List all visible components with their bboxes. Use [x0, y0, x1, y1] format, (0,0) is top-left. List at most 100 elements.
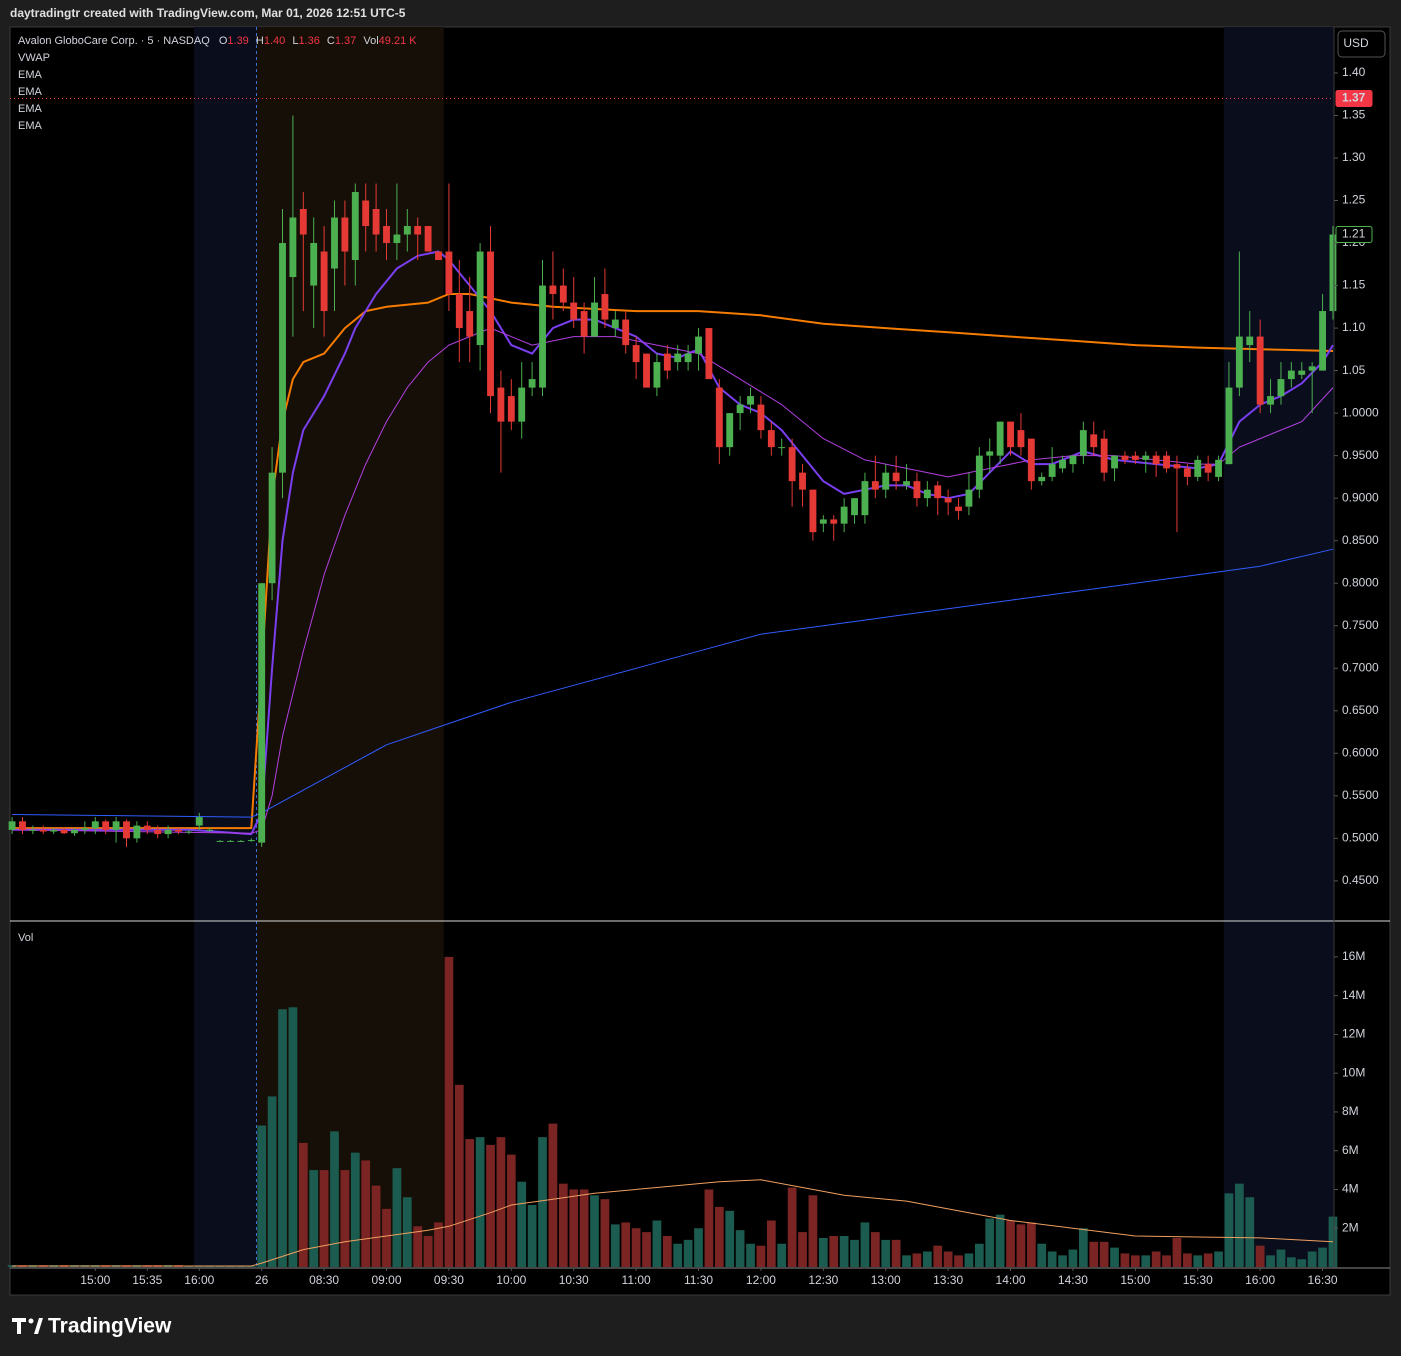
candle-body — [747, 396, 754, 405]
ohlc-label: C — [327, 35, 335, 47]
candle-body — [1090, 434, 1098, 448]
volume-bar — [704, 1189, 714, 1267]
candle-body — [1204, 464, 1212, 473]
candle-body — [175, 829, 182, 832]
volume-bar — [662, 1235, 672, 1267]
volume-bar — [402, 1197, 412, 1267]
candle-body — [71, 829, 78, 834]
candle-body — [1038, 476, 1046, 482]
volume-bar — [236, 1266, 246, 1267]
volume-bar — [1078, 1228, 1088, 1267]
volume-bar — [205, 1266, 215, 1267]
volume-tick-label: 8M — [1342, 1104, 1359, 1118]
y-tick-label: 0.6500 — [1342, 703, 1379, 717]
candle-body — [29, 829, 37, 831]
volume-bar — [1037, 1243, 1047, 1267]
candle-body — [715, 387, 723, 448]
candle-body — [258, 583, 266, 843]
y-tick-label: 0.8000 — [1342, 575, 1379, 589]
candle-body — [1121, 455, 1129, 460]
x-tick-label: 16:00 — [1245, 1273, 1275, 1287]
volume-bar — [673, 1243, 683, 1267]
volume-pane-label: Vol — [18, 932, 33, 944]
candle-body — [549, 285, 557, 295]
logo-mark — [12, 1318, 26, 1334]
y-tick-label: 0.6000 — [1342, 745, 1379, 759]
candle-body — [227, 840, 234, 842]
volume-bar — [850, 1239, 859, 1267]
volume-bar — [215, 1266, 225, 1267]
ohlc-label: H — [256, 35, 264, 47]
volume-bar — [902, 1255, 911, 1267]
candle-body — [81, 828, 89, 830]
volume-bar — [1058, 1255, 1067, 1267]
volume-bar — [766, 1220, 776, 1267]
candle-body — [903, 481, 910, 486]
candle-body — [601, 294, 609, 320]
volume-bar — [1286, 1257, 1296, 1267]
candle-body — [372, 209, 380, 235]
candle-body — [1235, 336, 1243, 388]
session-shade — [1223, 27, 1334, 1267]
volume-bar — [330, 1131, 339, 1267]
x-tick-label: 10:30 — [559, 1273, 589, 1287]
candle-body — [1183, 468, 1191, 477]
axes: VWAPEMAEMAEMAEMA1.401.351.301.251.201.15… — [18, 52, 1379, 1287]
x-tick-label: 15:35 — [132, 1273, 162, 1287]
x-tick-label: 16:30 — [1308, 1273, 1338, 1287]
legend-entry: EMA — [18, 103, 43, 115]
candle-body — [1027, 438, 1035, 482]
candle-body — [206, 829, 214, 831]
candle-body — [331, 217, 338, 269]
brand-logo: TradingView — [12, 1315, 172, 1338]
volume-bar — [1276, 1249, 1286, 1267]
candle-body — [1007, 421, 1014, 448]
candle-body — [497, 387, 505, 422]
volume-bar — [985, 1218, 995, 1267]
volume-bar — [434, 1222, 443, 1267]
candle-body — [1142, 455, 1150, 460]
volume-bar — [517, 1181, 527, 1267]
volume-bar — [1297, 1259, 1307, 1267]
symbol: Avalon GloboCare Corp. · 5 · NASDAQ — [18, 35, 210, 47]
candle-body — [934, 485, 942, 499]
candle-body — [1246, 336, 1254, 346]
candle-body — [19, 821, 26, 830]
y-tick-label: 0.9500 — [1342, 448, 1379, 462]
candle-body — [279, 243, 286, 473]
indicator-line — [12, 548, 1334, 818]
volume-bar — [798, 1232, 807, 1267]
candle-body — [705, 328, 713, 380]
candle-body — [871, 481, 879, 490]
volume-bar — [1266, 1255, 1275, 1267]
logo-mark — [28, 1318, 34, 1324]
volume-bar — [610, 1224, 620, 1267]
candle-body — [1329, 234, 1337, 312]
currency[interactable]: USD — [1343, 36, 1369, 50]
volume-tick-label: 4M — [1342, 1182, 1359, 1196]
volume-bar — [1068, 1249, 1078, 1267]
y-tick-label: 1.35 — [1342, 108, 1366, 122]
price-label: 1.21 — [1342, 227, 1366, 241]
candle-body — [923, 489, 931, 499]
header: daytradingtr created with TradingView.co… — [10, 6, 406, 20]
volume-bar — [444, 956, 454, 1267]
volume-bar — [652, 1220, 662, 1267]
candle-body — [435, 251, 442, 261]
volume-bar — [714, 1206, 724, 1267]
volume-tick-label: 2M — [1342, 1220, 1359, 1234]
candle-body — [913, 481, 921, 499]
volume-bar — [246, 1266, 256, 1267]
volume-bar — [870, 1232, 880, 1267]
x-tick-label: 09:30 — [434, 1273, 464, 1287]
currency-button[interactable] — [1337, 30, 1386, 58]
candle-body — [383, 226, 390, 244]
y-tick-label: 1.40 — [1342, 65, 1366, 79]
x-tick-label: 16:00 — [184, 1273, 214, 1287]
volume-bar — [1099, 1241, 1109, 1267]
candle-body — [1215, 459, 1222, 477]
candle-body — [1163, 455, 1170, 469]
price-label: 1.37 — [1342, 91, 1366, 105]
candle-body — [830, 519, 838, 524]
volume-bar — [413, 1226, 423, 1267]
